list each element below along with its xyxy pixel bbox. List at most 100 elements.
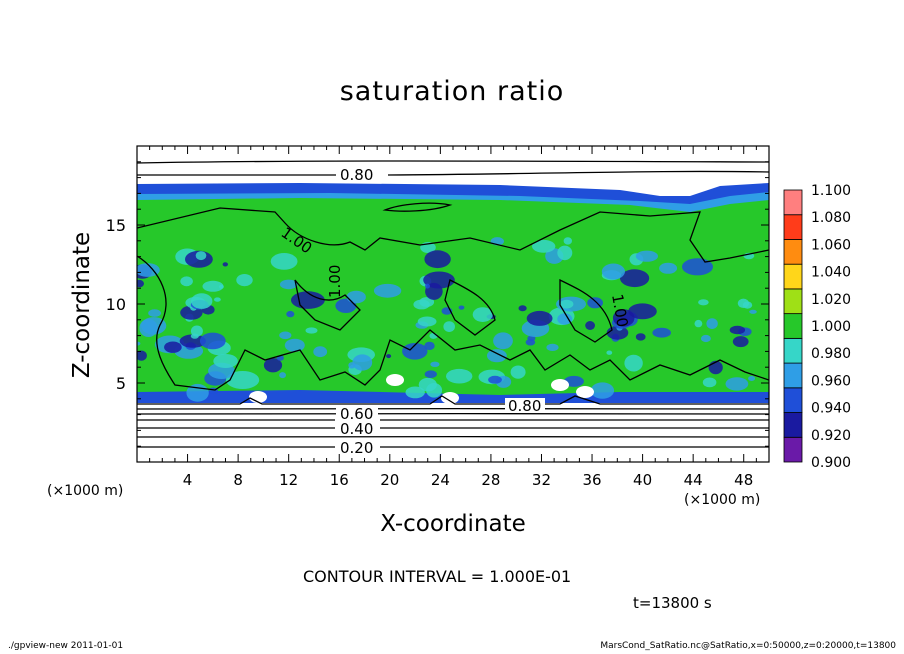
patch <box>263 358 283 373</box>
patch <box>628 303 657 320</box>
patch <box>386 374 404 386</box>
patch <box>472 307 493 322</box>
patch <box>417 316 437 327</box>
patch <box>487 349 507 363</box>
patch <box>635 333 646 341</box>
patch <box>190 325 203 337</box>
patch <box>137 279 144 288</box>
contour-label: 0.40 <box>340 420 373 438</box>
colorbar-label: 1.100 <box>811 183 851 199</box>
patch <box>419 297 435 307</box>
colorbar-swatch <box>783 214 803 240</box>
patch <box>525 339 536 346</box>
patch <box>576 386 594 398</box>
contour-line <box>444 279 496 336</box>
patch <box>279 331 292 340</box>
patch <box>700 334 711 343</box>
colorbar-label: 1.040 <box>811 265 851 281</box>
patch <box>446 368 473 384</box>
x-tick-label: 44 <box>684 471 703 489</box>
colorbar-label: 0.980 <box>811 346 851 362</box>
patch <box>424 250 451 269</box>
colorbar-swatch <box>783 362 803 389</box>
colorbar-swatch <box>783 436 803 463</box>
patch <box>305 327 318 334</box>
colorbar-label: 1.020 <box>811 292 851 308</box>
patch <box>725 377 749 391</box>
saturation-field: 0.80 1.00 1.00 1.00 0.60 0.40 0.20 0.80 <box>137 146 769 462</box>
patch <box>698 299 709 306</box>
x-unit-label-right: (×1000 m) <box>684 492 761 508</box>
colorbar-swatch <box>783 412 803 438</box>
patch <box>137 341 141 346</box>
patch <box>405 386 425 399</box>
contour-line <box>137 255 769 391</box>
patch <box>226 371 260 389</box>
contour-label: 1.00 <box>608 293 632 329</box>
contour-line <box>294 279 361 331</box>
patch <box>443 321 456 332</box>
patch <box>546 343 559 351</box>
x-axis-label: X-coordinate <box>380 511 526 537</box>
patch <box>441 392 459 404</box>
patch <box>624 354 643 372</box>
patch <box>526 310 553 326</box>
patch <box>458 305 465 310</box>
colorbar-swatch <box>783 337 803 364</box>
patch <box>620 269 650 288</box>
x-tick-label: 40 <box>633 471 652 489</box>
patch <box>606 350 613 355</box>
patch <box>423 271 455 289</box>
y-axis: 5 10 15 <box>106 161 769 447</box>
x-tick-label: 4 <box>183 471 193 489</box>
y-tick-label: 15 <box>106 216 126 235</box>
patch <box>291 291 325 309</box>
patch <box>279 279 298 290</box>
patch <box>563 237 572 245</box>
x-tick-label: 20 <box>380 471 399 489</box>
patch <box>346 290 366 304</box>
x-tick-label: 16 <box>330 471 349 489</box>
patch <box>236 274 253 287</box>
patch <box>557 313 573 325</box>
y-axis-label: Z-coordinate <box>69 231 95 379</box>
contour-interval-note: CONTOUR INTERVAL = 1.000E-01 <box>303 567 572 586</box>
contour-line <box>137 207 769 263</box>
footer-left: ./gpview-new 2011-01-01 <box>8 641 124 651</box>
chart-title: saturation ratio <box>339 76 565 107</box>
subsaturated-patches <box>137 237 757 404</box>
patch <box>748 376 756 381</box>
patch <box>493 332 513 350</box>
patch <box>137 350 147 361</box>
patch <box>424 370 437 379</box>
patch <box>702 377 717 388</box>
patch <box>425 283 430 289</box>
patch <box>694 319 703 328</box>
patch <box>386 354 392 359</box>
patch <box>249 391 267 403</box>
patch <box>164 341 182 353</box>
patch <box>518 305 527 312</box>
patch <box>222 262 228 267</box>
patch <box>635 250 659 262</box>
colorbar-label: 1.060 <box>811 237 851 253</box>
contour-line <box>137 170 769 176</box>
patch <box>180 276 193 287</box>
patch <box>659 262 678 274</box>
contour-label: 0.60 <box>340 405 373 423</box>
patch <box>284 338 305 352</box>
colorbar-swatch <box>783 263 803 290</box>
colorbar-swatch <box>783 387 803 413</box>
patch <box>488 375 502 384</box>
time-label: t=13800 s <box>633 594 712 612</box>
contour-label: 0.20 <box>340 439 373 457</box>
x-tick-label: 8 <box>233 471 243 489</box>
patch <box>585 321 595 330</box>
footer-right: MarsCond_SatRatio.nc@SatRatio,x=0:50000,… <box>600 641 896 651</box>
patch <box>559 299 574 309</box>
patch <box>402 343 428 360</box>
patch <box>199 332 226 350</box>
colorbar-label: 0.900 <box>811 455 851 471</box>
patch <box>148 309 162 317</box>
x-tick-label: 36 <box>582 471 601 489</box>
